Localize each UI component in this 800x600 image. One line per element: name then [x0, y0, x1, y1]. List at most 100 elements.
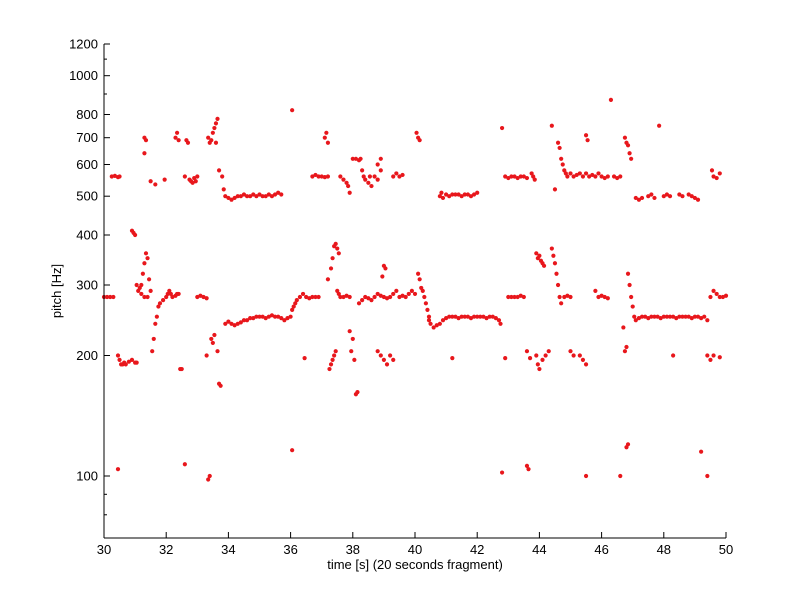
data-point	[232, 195, 237, 201]
data-point	[360, 298, 365, 303]
data-point	[478, 314, 483, 319]
data-point	[622, 135, 628, 140]
data-point	[625, 143, 631, 148]
data-point	[257, 314, 262, 319]
data-point	[115, 467, 121, 472]
data-point	[615, 175, 620, 181]
data-point	[381, 357, 386, 362]
data-point	[593, 174, 598, 179]
data-point	[369, 183, 374, 189]
data-point	[313, 294, 318, 300]
data-point	[366, 180, 371, 185]
data-point	[332, 353, 337, 358]
data-point	[532, 177, 537, 182]
data-point	[372, 294, 377, 300]
data-point	[375, 291, 380, 297]
data-point	[344, 180, 349, 185]
data-point	[618, 174, 623, 179]
data-point	[154, 314, 159, 319]
data-point	[711, 353, 716, 358]
data-point	[425, 307, 430, 312]
data-point	[290, 307, 295, 312]
data-point	[272, 314, 278, 319]
data-point	[487, 314, 492, 319]
data-point	[636, 197, 642, 202]
data-point	[143, 251, 149, 256]
data-point	[108, 294, 113, 300]
data-point	[471, 314, 477, 319]
data-point	[437, 194, 442, 199]
data-point	[527, 356, 533, 361]
data-point	[162, 177, 167, 182]
data-point	[325, 174, 331, 179]
x-tick-label: 36	[283, 542, 297, 557]
data-point	[347, 294, 352, 300]
data-point	[174, 130, 180, 135]
data-point	[471, 192, 477, 197]
data-point	[711, 288, 716, 293]
data-point	[580, 174, 586, 179]
data-point	[142, 294, 147, 300]
data-point	[524, 175, 530, 181]
y-tick-label: 500	[76, 189, 98, 204]
data-point	[238, 194, 243, 199]
data-point	[117, 174, 122, 179]
data-point	[571, 174, 576, 179]
data-point	[695, 197, 701, 202]
data-point	[160, 298, 166, 303]
data-point	[583, 171, 589, 176]
data-point	[210, 130, 215, 135]
data-point	[375, 349, 380, 354]
data-point	[524, 463, 530, 468]
data-point	[176, 138, 181, 143]
data-point	[568, 349, 573, 354]
data-point	[627, 151, 632, 156]
data-point	[459, 194, 464, 199]
data-point	[302, 356, 307, 361]
data-point	[193, 179, 198, 184]
data-point	[583, 362, 589, 367]
data-point	[585, 138, 590, 143]
data-point	[509, 174, 514, 179]
data-point	[325, 277, 331, 282]
data-point	[324, 130, 329, 135]
data-point	[708, 357, 713, 362]
data-point	[577, 353, 582, 358]
data-point	[341, 177, 346, 182]
x-axis-ticks: 30 32 34 36 38 40 42 44 46 48 50	[97, 532, 733, 557]
data-point	[557, 145, 562, 151]
data-point	[241, 192, 247, 197]
data-point	[248, 316, 253, 321]
data-point	[300, 291, 306, 297]
data-point	[518, 174, 523, 179]
data-point	[652, 195, 657, 201]
data-point	[531, 174, 536, 179]
x-tick-label: 30	[97, 542, 111, 557]
data-point	[639, 314, 645, 319]
data-point	[248, 194, 253, 199]
data-point	[148, 179, 153, 184]
data-point	[294, 298, 299, 303]
data-point	[140, 271, 145, 276]
data-point	[133, 232, 138, 238]
data-point	[596, 171, 601, 176]
data-point	[711, 174, 716, 179]
data-point	[347, 190, 352, 195]
data-point	[173, 135, 178, 140]
data-point	[328, 266, 334, 271]
x-tick-label: 40	[408, 542, 422, 557]
data-point	[692, 314, 698, 319]
data-point	[671, 353, 676, 358]
data-point	[269, 194, 275, 199]
data-point	[426, 318, 432, 323]
data-point	[266, 192, 271, 197]
data-point	[498, 321, 503, 326]
data-point	[475, 190, 480, 195]
data-point	[109, 174, 114, 179]
x-tick-label: 42	[470, 542, 484, 557]
data-point	[717, 294, 722, 300]
data-point	[146, 277, 152, 282]
data-point	[509, 294, 514, 300]
data-point	[624, 344, 629, 350]
data-point	[583, 133, 589, 138]
